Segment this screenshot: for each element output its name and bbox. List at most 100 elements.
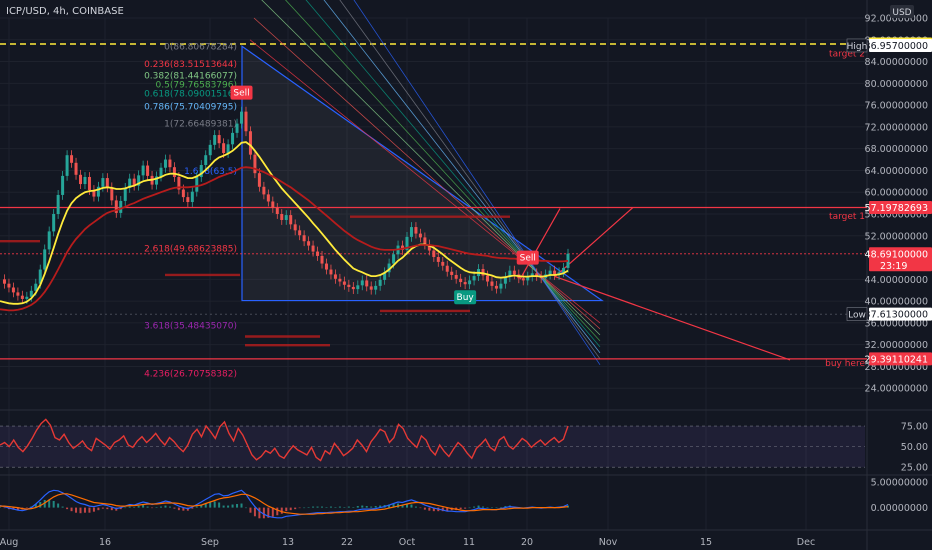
candle-body xyxy=(512,270,516,275)
price-tick-label: 72.00000000 xyxy=(865,122,928,133)
macd-histogram-bar xyxy=(312,506,315,508)
macd-histogram-bar xyxy=(401,505,404,508)
price-tag-box xyxy=(846,38,868,53)
rsi-pane: 75.00 50.00 25.00 xyxy=(0,418,928,474)
fib-fan-line xyxy=(353,0,601,366)
fib-level-label: 0.236(83.51513644) xyxy=(144,60,237,70)
macd-signal-line xyxy=(0,493,569,515)
macd-histogram-bar xyxy=(365,506,368,508)
time-tick-label: 13 xyxy=(282,537,294,548)
price-tick-label: 52.00000000 xyxy=(865,231,928,242)
macd-histogram-bar xyxy=(48,499,51,508)
macd-pane: 5.00000000 0.00000000 xyxy=(0,478,928,519)
candle-body xyxy=(289,215,293,225)
macd-histogram-bar xyxy=(124,507,127,509)
fib-level-label: 4.236(26.70758382) xyxy=(144,369,237,379)
candle-body xyxy=(307,241,311,246)
macd-histogram-bar xyxy=(79,507,82,514)
signal-sell: Sell xyxy=(516,250,539,265)
macd-histogram-bar xyxy=(388,504,391,508)
macd-histogram-bar xyxy=(204,503,207,508)
currency-badge[interactable] xyxy=(890,5,914,18)
time-tick-label: 15 xyxy=(700,537,712,548)
candle-body xyxy=(65,155,69,176)
candle-body xyxy=(128,178,132,188)
macd-histogram-bar xyxy=(414,506,417,508)
candle-body xyxy=(485,275,489,282)
macd-histogram-bar xyxy=(473,506,476,508)
signal-buy: Buy xyxy=(454,290,477,305)
macd-histogram-bar xyxy=(567,505,569,508)
macd-histogram-bar xyxy=(490,507,493,509)
macd-histogram-bar xyxy=(0,507,1,508)
macd-histogram-bar xyxy=(34,504,37,508)
signals[interactable]: Sell Sell Buy xyxy=(230,85,539,305)
candle-body xyxy=(248,131,252,155)
macd-histogram-bar xyxy=(423,507,426,510)
candle-body xyxy=(369,286,373,290)
macd-histogram-bar xyxy=(352,507,355,508)
candle-body xyxy=(553,270,557,275)
macd-histogram-bar xyxy=(316,506,319,508)
candle-body xyxy=(302,235,306,242)
candle-body xyxy=(217,135,221,144)
candle-body xyxy=(83,176,87,185)
macd-histogram-bar xyxy=(182,507,185,511)
candle-body xyxy=(401,245,405,250)
candle-body xyxy=(11,287,15,293)
time-tick-label: Nov xyxy=(599,537,618,548)
candle-body xyxy=(172,167,176,177)
candle-body xyxy=(427,244,431,251)
macd-histogram-bar xyxy=(504,506,507,508)
macd-histogram-bar xyxy=(142,505,145,508)
candle-body xyxy=(20,295,24,299)
candle-body xyxy=(56,194,60,214)
candle-body xyxy=(423,237,427,245)
macd-histogram-bar xyxy=(128,506,131,508)
signal-box xyxy=(516,250,539,265)
macd-histogram-bar xyxy=(160,506,163,508)
macd-histogram-bar xyxy=(303,507,306,509)
candle-body xyxy=(338,278,342,282)
candle-body xyxy=(74,162,78,175)
price-label-text: 48.69100000 xyxy=(865,249,928,260)
candle-body xyxy=(530,273,534,277)
candle-body xyxy=(490,281,494,286)
candle-body xyxy=(123,187,127,201)
candle-body xyxy=(199,165,203,177)
candle-body xyxy=(418,233,422,238)
macd-histogram-bar xyxy=(83,507,86,513)
candle-body xyxy=(34,283,38,291)
macd-histogram-bar xyxy=(428,507,431,511)
candle-body xyxy=(365,280,369,287)
price-axis[interactable]: 92.0000000088.0000000084.0000000080.0000… xyxy=(847,14,932,395)
macd-histogram-bar xyxy=(164,505,167,508)
macd-tick-label: 5.00000000 xyxy=(871,478,928,489)
macd-histogram-bar xyxy=(441,507,444,512)
price-label-text: 86.95700000 xyxy=(865,41,928,52)
candle-body xyxy=(92,190,96,197)
macd-histogram-bar xyxy=(482,506,485,508)
fib-level-label: 0.618(78.09001516) xyxy=(144,90,237,100)
macd-histogram-bar xyxy=(338,506,341,508)
candle-body xyxy=(374,285,378,290)
macd-histogram-bar xyxy=(222,505,225,508)
candle-body xyxy=(79,174,83,185)
candle-body xyxy=(459,278,463,283)
macd-histogram-bar xyxy=(468,507,471,509)
candle-body xyxy=(275,208,279,214)
time-axis[interactable]: Aug 16 Sep 13 22 Oct 11 20 Nov 15 Dec xyxy=(0,537,815,548)
candle-body xyxy=(110,187,114,201)
candle-body xyxy=(508,270,512,278)
time-tick-label: Dec xyxy=(797,537,815,548)
macd-histogram-bar xyxy=(495,507,498,509)
candle-body xyxy=(535,273,539,277)
ma-line xyxy=(0,141,569,305)
price-tick-label: 32.00000000 xyxy=(865,340,928,351)
candle-body xyxy=(204,155,208,165)
price-tick-label: 40.00000000 xyxy=(865,297,928,308)
candle-body xyxy=(146,165,150,176)
projection-arrow xyxy=(519,208,561,280)
